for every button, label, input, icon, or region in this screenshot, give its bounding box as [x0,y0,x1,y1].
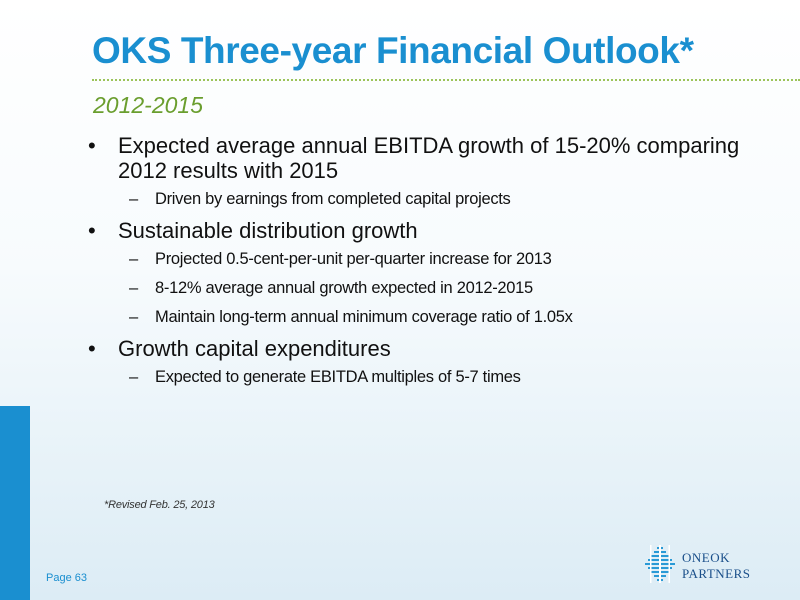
logo-line-2: PARTNERS [682,566,751,581]
bullet-text: Sustainable distribution growth [118,218,418,243]
footnote: *Revised Feb. 25, 2013 [104,499,215,511]
bullet-item: • Sustainable distribution growth [88,218,788,243]
bullet-item: • Growth capital expenditures [88,336,788,361]
bullet-list: • Expected average annual EBITDA growth … [88,133,788,396]
logo-line-1: ONEOK [682,550,730,565]
sub-bullet-item: – Expected to generate EBITDA multiples … [88,367,788,387]
slide-title: OKS Three-year Financial Outlook* [92,30,694,71]
bullet-text: Growth capital expenditures [118,336,391,361]
title-divider [92,79,800,81]
bullet-marker: • [88,336,96,361]
diamond-grid-icon [645,545,675,583]
sub-bullet-text: Maintain long-term annual minimum covera… [155,308,573,326]
sub-bullet-text: 8-12% average annual growth expected in … [155,279,533,297]
bullet-item: • Expected average annual EBITDA growth … [88,133,788,183]
company-logo: ONEOK PARTNERS [640,545,790,585]
sub-bullet-text: Driven by earnings from completed capita… [155,190,511,208]
sub-bullet-item: – 8-12% average annual growth expected i… [88,278,788,298]
sub-bullet-marker: – [129,279,138,297]
sub-bullet-marker: – [129,190,138,208]
accent-bar [0,406,30,600]
sub-bullet-text: Expected to generate EBITDA multiples of… [155,368,521,386]
bullet-text: Expected average annual EBITDA growth of… [118,133,740,183]
bullet-marker: • [88,218,96,243]
sub-bullet-text: Projected 0.5-cent-per-unit per-quarter … [155,250,552,268]
sub-bullet-item: – Projected 0.5-cent-per-unit per-quarte… [88,249,788,269]
page-number: Page 63 [46,572,87,584]
slide-subtitle: 2012-2015 [93,92,203,118]
bullet-marker: • [88,133,96,158]
sub-bullet-marker: – [129,308,138,326]
sub-bullet-marker: – [129,368,138,386]
sub-bullet-marker: – [129,250,138,268]
sub-bullet-item: – Driven by earnings from completed capi… [88,189,788,209]
logo-wordmark: ONEOK PARTNERS [682,550,751,582]
sub-bullet-item: – Maintain long-term annual minimum cove… [88,307,788,327]
